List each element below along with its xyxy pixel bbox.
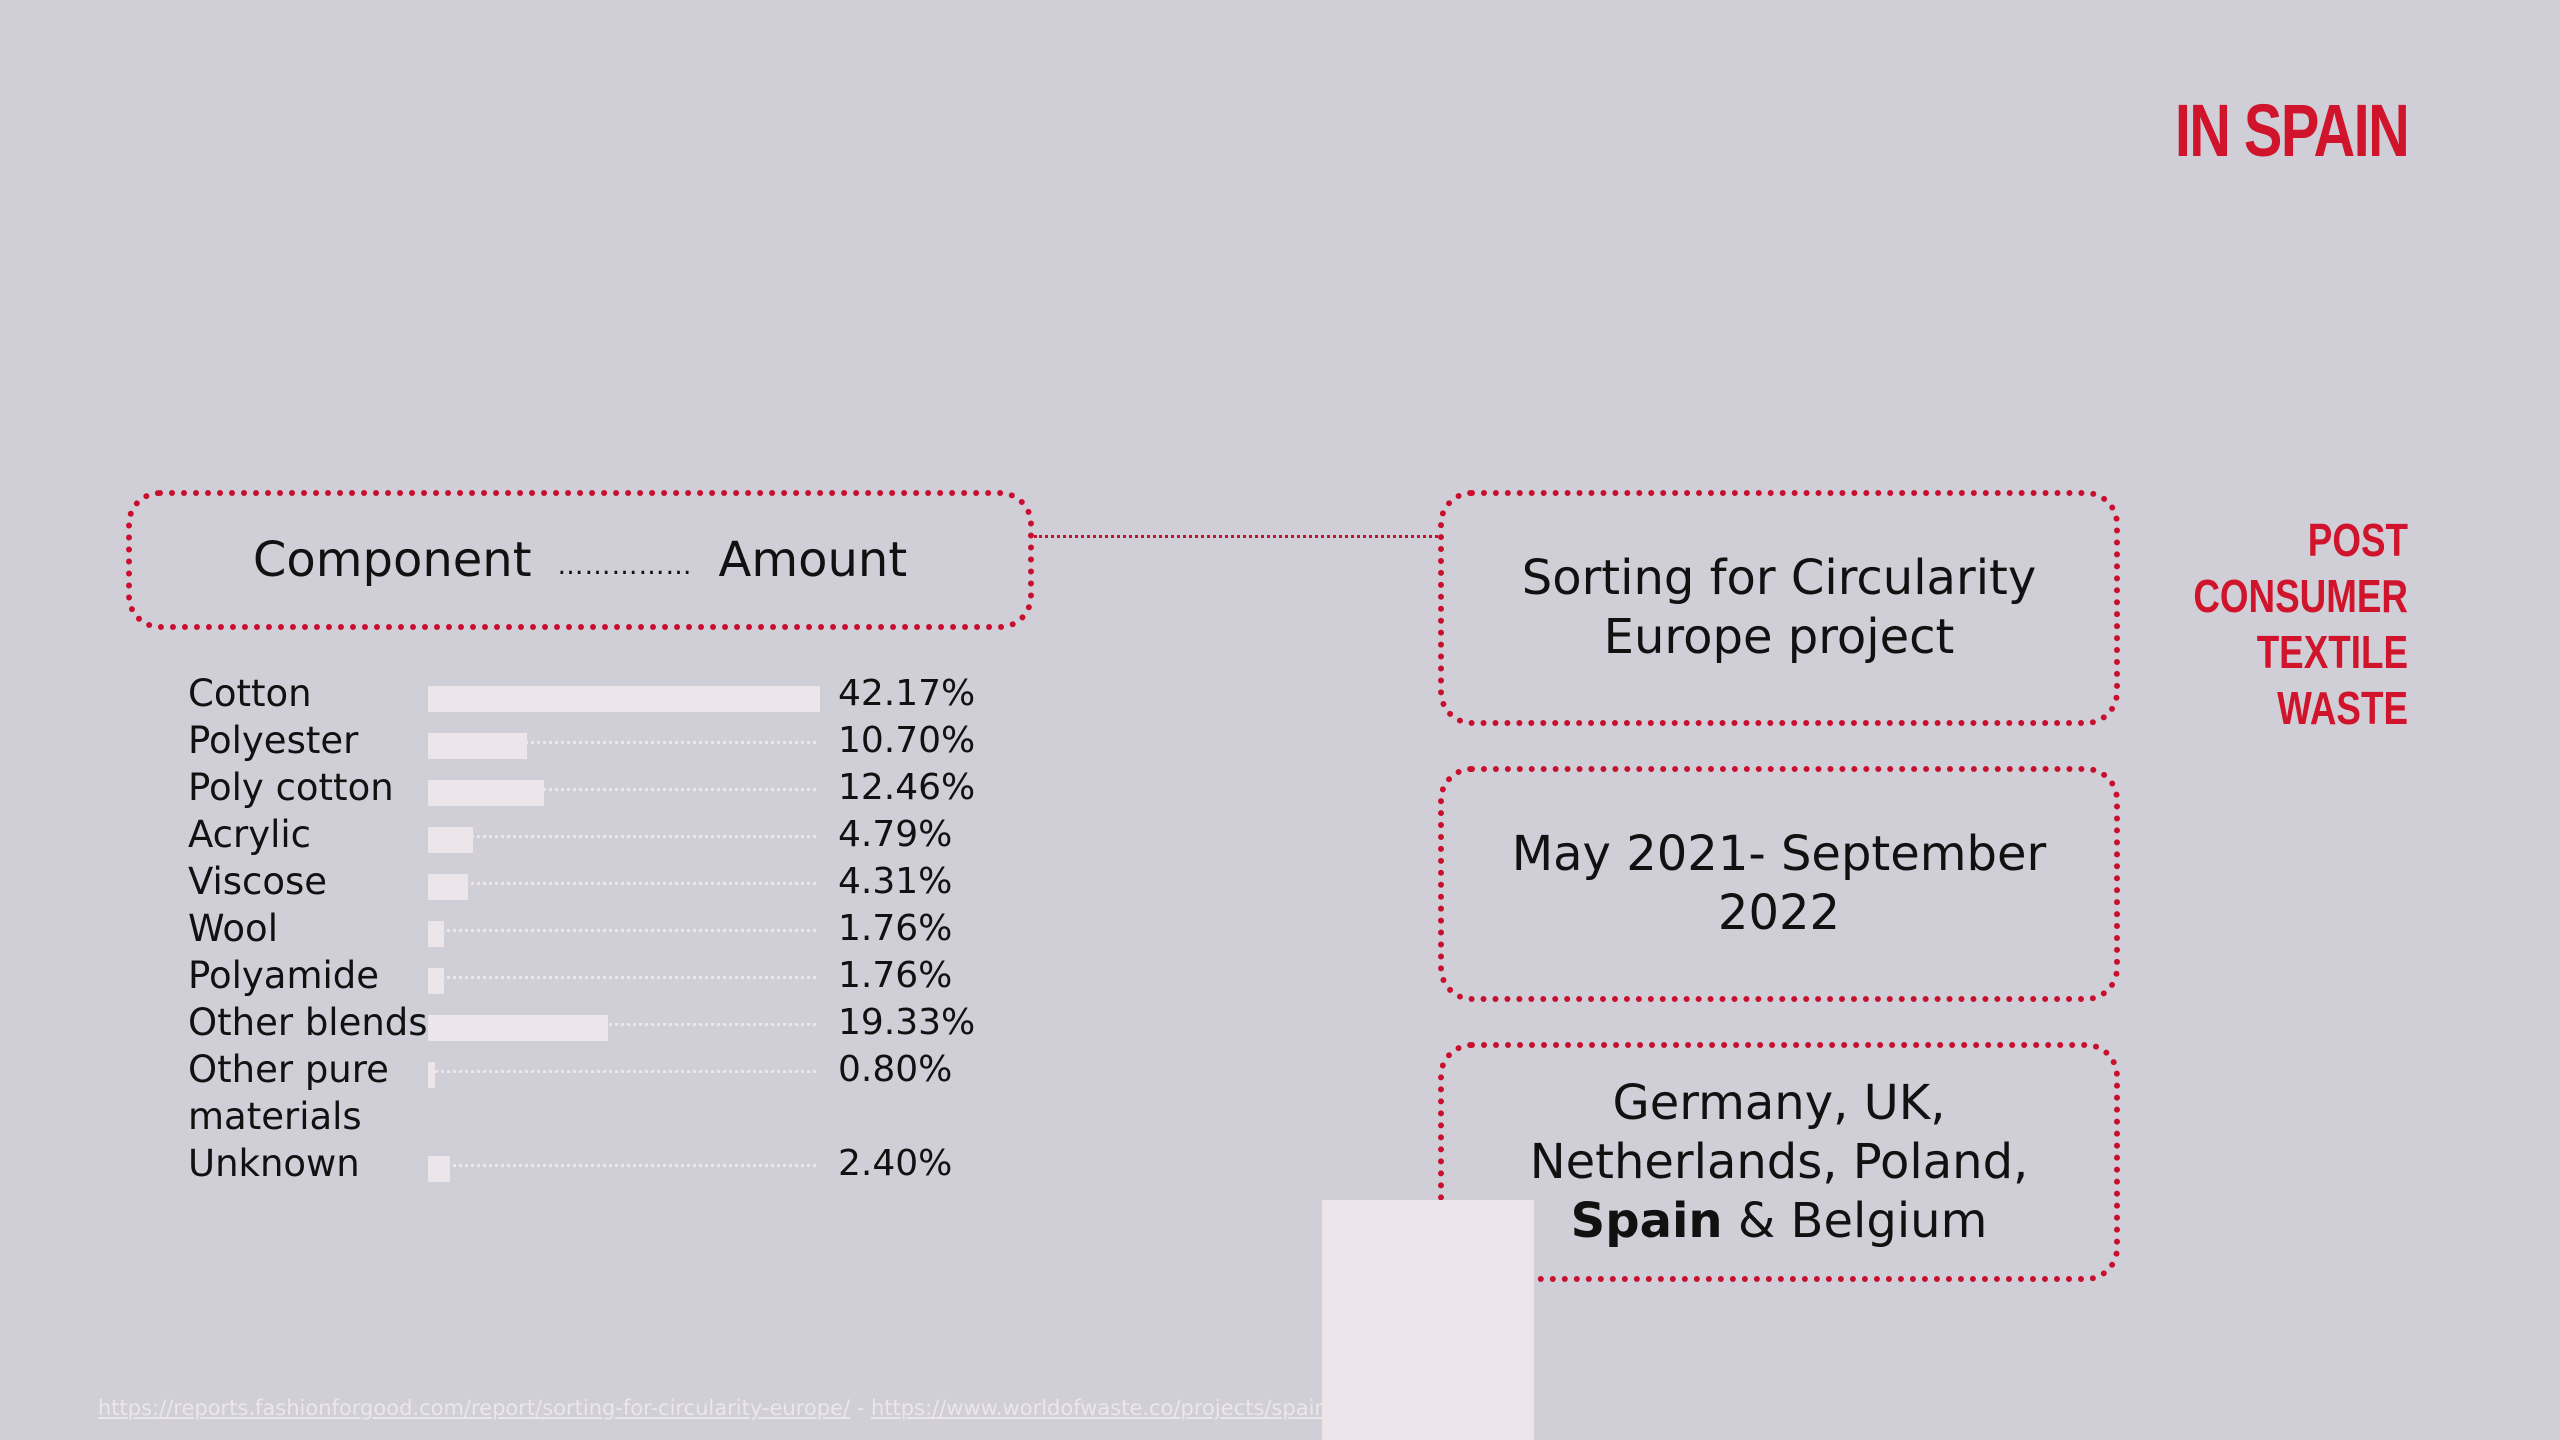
component-amount: 12.46%: [838, 767, 976, 808]
header-leader-dots: ……………: [557, 551, 693, 581]
countries-box: Germany, UK, Netherlands, Poland, Spain …: [1438, 1042, 2120, 1282]
page-title: IN SPAIN: [2174, 89, 2410, 172]
component-bar: [428, 874, 469, 900]
component-bar: [428, 686, 820, 712]
component-amount: 4.31%: [838, 861, 953, 902]
list-item: Acrylic 4.79%: [188, 811, 988, 858]
list-item: Polyester 10.70%: [188, 717, 988, 764]
list-item: Unknown 2.40%: [188, 1140, 988, 1187]
countries-tail: & Belgium: [1722, 1192, 1988, 1249]
list-item: Poly cotton 12.46%: [188, 764, 988, 811]
decorative-rect: [1322, 1200, 1534, 1440]
component-name: Poly cotton: [188, 766, 394, 809]
project-text: Sorting for Circularity Europe project: [1521, 550, 2037, 665]
bar-track: [428, 788, 816, 791]
component-name: Polyester: [188, 719, 359, 762]
source-link-2[interactable]: https://www.worldofwaste.co/projects/spa…: [871, 1396, 1328, 1420]
bar-track: [428, 1164, 816, 1167]
component-amount: 2.40%: [838, 1143, 953, 1184]
component-bar: [428, 968, 445, 994]
bar-track: [428, 1070, 816, 1073]
list-item: Wool 1.76%: [188, 905, 988, 952]
component-name: Unknown: [188, 1142, 360, 1185]
period-box: May 2021- September 2022: [1438, 766, 2120, 1002]
component-name: Cotton: [188, 672, 312, 715]
component-amount: 0.80%: [838, 1049, 953, 1090]
countries-text: Germany, UK, Netherlands, Poland, Spain …: [1444, 1074, 2114, 1251]
component-amount: 1.76%: [838, 955, 953, 996]
connector-line: [1034, 535, 1438, 538]
component-bar: [428, 733, 528, 759]
list-item: Viscose 4.31%: [188, 858, 988, 905]
period-text: May 2021- September 2022: [1511, 826, 2047, 941]
component-name: Other pure materials: [188, 1048, 389, 1138]
component-bar: [428, 921, 445, 947]
header-component: Component: [252, 532, 532, 588]
component-name: Other blends: [188, 1001, 428, 1044]
component-amount: 42.17%: [838, 673, 976, 714]
component-name: Polyamide: [188, 954, 380, 997]
component-name: Acrylic: [188, 813, 312, 856]
component-bar: [428, 1015, 608, 1041]
component-list: Cotton 42.17% Polyester 10.70% Poly cotton 12…: [188, 670, 988, 1187]
component-amount: 10.70%: [838, 720, 976, 761]
bar-track: [428, 882, 816, 885]
source-footer: https://reports.fashionforgood.com/repor…: [98, 1396, 1328, 1420]
component-bar: [428, 1062, 436, 1088]
component-bar: [428, 780, 544, 806]
component-bar: [428, 1156, 451, 1182]
bar-track: [428, 929, 816, 932]
countries-highlight: Spain: [1570, 1192, 1723, 1249]
component-bar: [428, 827, 473, 853]
list-item: Polyamide 1.76%: [188, 952, 988, 999]
component-name: Viscose: [188, 860, 328, 903]
component-amount: 19.33%: [838, 1002, 976, 1043]
component-name: Wool: [188, 907, 278, 950]
side-label: POST CONSUMER TEXTILE WASTE: [2193, 514, 2408, 734]
bar-track: [428, 1023, 816, 1026]
list-item: Other blends 19.33%: [188, 999, 988, 1046]
source-separator: -: [850, 1396, 871, 1420]
countries-list: Germany, UK, Netherlands, Poland,: [1529, 1074, 2029, 1190]
component-amount: 4.79%: [838, 814, 953, 855]
header-amount: Amount: [718, 532, 908, 588]
list-item: Cotton 42.17%: [188, 670, 988, 717]
bar-track: [428, 976, 816, 979]
table-header-box: Component …………… Amount: [126, 490, 1034, 630]
source-link-1[interactable]: https://reports.fashionforgood.com/repor…: [98, 1396, 851, 1420]
bar-track: [428, 835, 816, 838]
component-amount: 1.76%: [838, 908, 953, 949]
project-box: Sorting for Circularity Europe project: [1438, 490, 2120, 726]
list-item: Other pure materials 0.80%: [188, 1046, 988, 1140]
bar-track: [428, 741, 816, 744]
